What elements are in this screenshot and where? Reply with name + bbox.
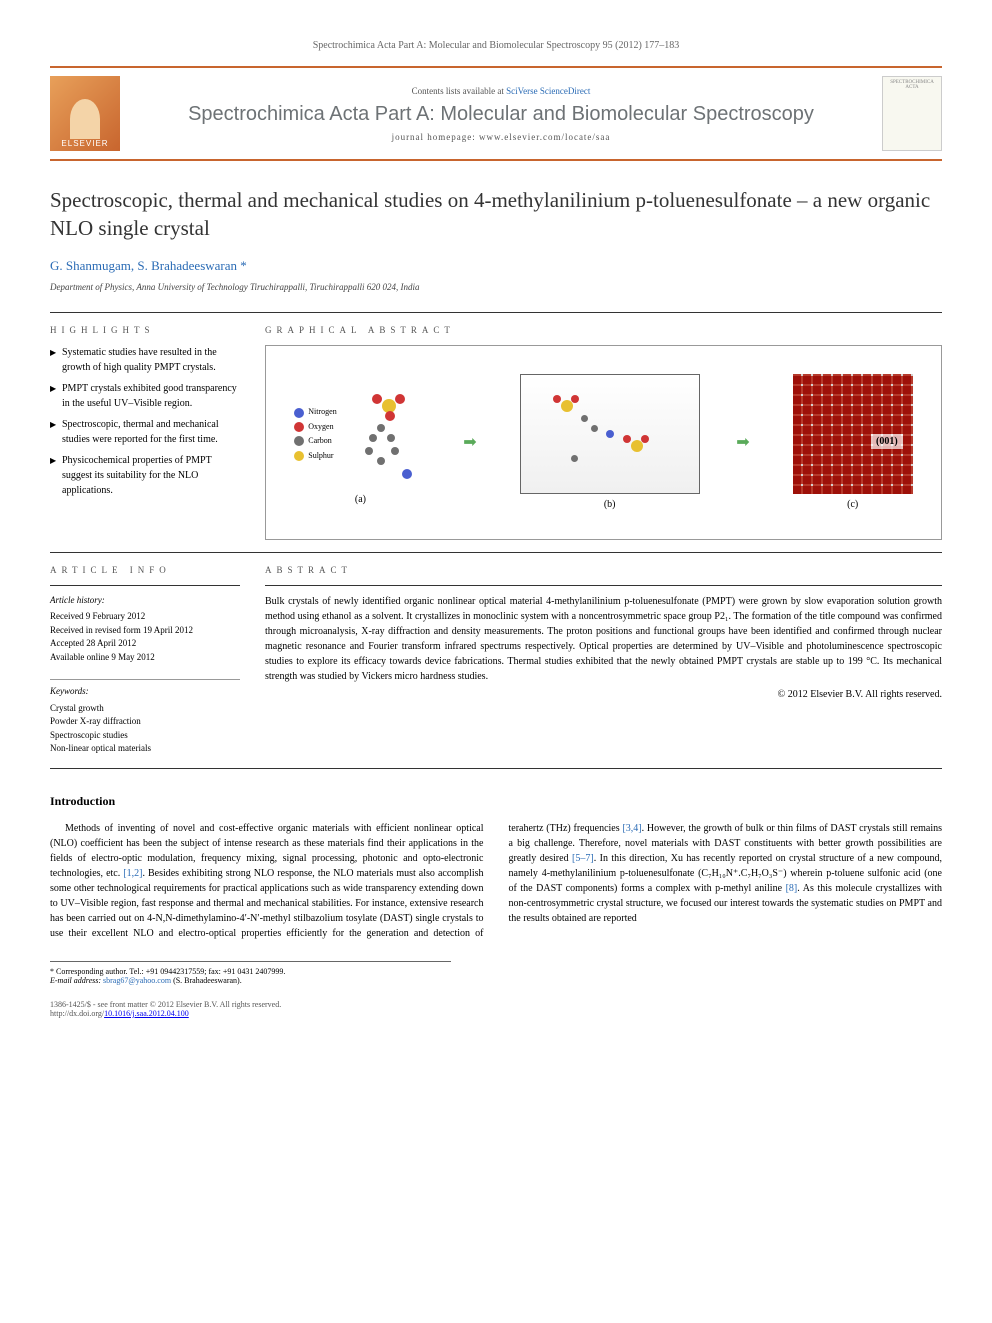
atom-legend: Nitrogen Oxygen Carbon Sulphur (294, 405, 336, 463)
abstract-text: Bulk crystals of newly identified organi… (265, 594, 942, 684)
ref-link[interactable]: [5–7] (572, 853, 594, 864)
highlight-item: PMPT crystals exhibited good transparenc… (50, 381, 240, 411)
panel-c-caption: (c) (847, 499, 858, 510)
ref-link[interactable]: [8] (786, 883, 798, 894)
sciencedirect-link[interactable]: SciVerse ScienceDirect (506, 86, 590, 96)
journal-header: ELSEVIER Contents lists available at Sci… (50, 66, 942, 161)
divider (50, 312, 942, 313)
highlight-item: Spectroscopic, thermal and mechanical st… (50, 417, 240, 447)
copyright-line: © 2012 Elsevier B.V. All rights reserved… (265, 689, 942, 700)
journal-cover-thumbnail: SPECTROCHIMICA ACTA (882, 76, 942, 151)
body-text: Methods of inventing of novel and cost-e… (50, 821, 942, 941)
carbon-dot (294, 436, 304, 446)
ref-link[interactable]: [1,2] (123, 868, 142, 879)
abstract-head: ABSTRACT (265, 565, 942, 575)
nitrogen-dot (294, 408, 304, 418)
panel-b-caption: (b) (604, 499, 616, 510)
sulphur-dot (294, 451, 304, 461)
keywords-block: Keywords: Crystal growth Powder X-ray di… (50, 679, 240, 756)
highlight-item: Systematic studies have resulted in the … (50, 345, 240, 375)
arrow-icon: ➡ (463, 432, 483, 452)
affiliation: Department of Physics, Anna University o… (50, 282, 942, 292)
divider (50, 768, 942, 769)
graphical-abstract-figure: Nitrogen Oxygen Carbon Sulphur (265, 345, 942, 540)
corresponding-footnote: * Corresponding author. Tel.: +91 094423… (50, 961, 451, 985)
highlights-head: HIGHLIGHTS (50, 325, 240, 335)
highlight-item: Physicochemical properties of PMPT sugge… (50, 453, 240, 498)
article-info-head: ARTICLE INFO (50, 565, 240, 575)
ref-link[interactable]: [3,4] (622, 823, 641, 834)
arrow-icon: ➡ (736, 432, 756, 452)
article-title: Spectroscopic, thermal and mechanical st… (50, 186, 942, 243)
divider (50, 552, 942, 553)
graphical-abstract-head: GRAPHICAL ABSTRACT (265, 325, 942, 335)
journal-title: Spectrochimica Acta Part A: Molecular an… (135, 101, 867, 127)
citation-line: Spectrochimica Acta Part A: Molecular an… (50, 40, 942, 51)
author-link[interactable]: G. Shanmugam, S. Brahadeeswaran (50, 258, 237, 273)
molecule-diagram (347, 379, 427, 489)
bottom-bar: 1386-1425/$ - see front matter © 2012 El… (50, 1000, 942, 1018)
oxygen-dot (294, 422, 304, 432)
elsevier-logo: ELSEVIER (50, 76, 120, 151)
email-link[interactable]: sbrag67@yahoo.com (103, 976, 171, 985)
contents-line: Contents lists available at SciVerse Sci… (135, 86, 867, 96)
crystal-photo: (001) (793, 374, 913, 494)
unit-cell-diagram (520, 374, 700, 494)
panel-a-caption: (a) (355, 494, 366, 505)
corresponding-marker[interactable]: * (240, 258, 247, 273)
article-history: Article history: Received 9 February 201… (50, 594, 240, 665)
authors: G. Shanmugam, S. Brahadeeswaran * (50, 258, 942, 274)
introduction-heading: Introduction (50, 794, 942, 809)
crystal-face-label: (001) (871, 434, 903, 449)
homepage-line: journal homepage: www.elsevier.com/locat… (135, 132, 867, 142)
doi-link[interactable]: 10.1016/j.saa.2012.04.100 (104, 1009, 189, 1018)
highlights-list: Systematic studies have resulted in the … (50, 345, 240, 498)
